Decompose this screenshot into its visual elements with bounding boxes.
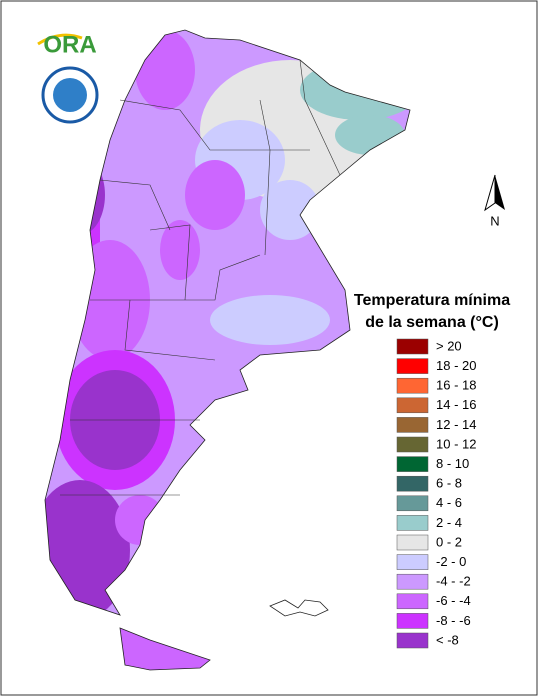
legend-label: 8 - 10 — [436, 456, 469, 471]
legend-label: 2 - 4 — [436, 515, 462, 530]
legend-label: 14 - 16 — [436, 397, 476, 412]
legend-swatch — [396, 338, 429, 355]
logo: ORA — [37, 31, 99, 124]
zone-fill — [160, 220, 200, 280]
legend: Temperatura mínima de la semana (°C) > 20 1… — [354, 292, 510, 649]
compass-arrow — [495, 175, 505, 210]
zone-fill — [210, 295, 330, 345]
legend-label: 4 - 6 — [436, 495, 462, 510]
tierra-del-fuego — [119, 627, 211, 671]
zone-fill — [185, 160, 245, 230]
malvinas — [269, 599, 329, 617]
legend-swatch — [396, 397, 429, 414]
legend-swatch — [396, 456, 429, 472]
legend-label: 12 - 14 — [436, 417, 476, 432]
legend-swatch — [396, 358, 429, 374]
country-outline — [44, 29, 411, 616]
legend-label: -2 - 0 — [436, 554, 466, 569]
legend-label: 6 - 8 — [436, 476, 462, 491]
legend-swatch — [396, 377, 429, 394]
legend-label: 16 - 18 — [436, 378, 476, 393]
agency-seal-center — [53, 78, 87, 112]
legend-label: 10 - 12 — [436, 436, 476, 451]
compass: N — [484, 174, 505, 228]
legend-swatch — [396, 593, 429, 610]
legend-swatch — [396, 534, 429, 551]
legend-label: < -8 — [436, 632, 459, 647]
zone-fill — [260, 180, 320, 240]
logo-arc — [37, 33, 83, 46]
legend-swatch — [396, 515, 429, 531]
legend-label: -6 - -4 — [436, 593, 471, 608]
legend-title: Temperatura mínima — [354, 292, 510, 309]
legend-title: de la semana (°C) — [365, 314, 499, 331]
legend-swatch — [396, 475, 429, 492]
legend-swatch — [396, 632, 429, 649]
legend-swatch — [396, 613, 429, 629]
compass-label: N — [490, 213, 499, 228]
legend-swatch — [396, 436, 429, 453]
legend-label: 18 - 20 — [436, 358, 476, 373]
legend-label: -8 - -6 — [436, 613, 471, 628]
logo-text: ORA — [43, 31, 96, 58]
legend-swatch — [396, 495, 429, 512]
legend-swatch — [396, 554, 429, 570]
legend-swatch — [396, 417, 429, 433]
legend-label: -4 - -2 — [436, 574, 471, 589]
legend-label: 0 - 2 — [436, 534, 462, 549]
legend-swatch — [396, 573, 429, 590]
province-borders — [60, 59, 341, 496]
legend-label: > 20 — [436, 338, 462, 353]
